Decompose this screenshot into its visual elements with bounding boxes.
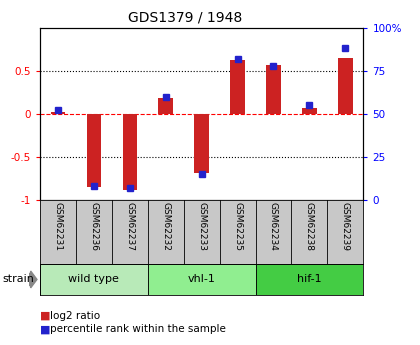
Text: GSM62236: GSM62236 (89, 202, 98, 251)
Bar (123, 114, 137, 190)
Text: ■: ■ (40, 311, 50, 321)
Bar (158, 98, 173, 114)
Bar (338, 58, 352, 114)
Text: GSM62235: GSM62235 (233, 202, 242, 251)
Bar (87, 114, 101, 187)
Text: hif-1: hif-1 (297, 275, 322, 284)
Text: GDS1379 / 1948: GDS1379 / 1948 (128, 10, 243, 24)
Bar (230, 60, 245, 114)
Text: GSM62232: GSM62232 (161, 202, 170, 251)
Bar (51, 112, 65, 114)
Bar (255, 264, 363, 295)
Text: GSM62234: GSM62234 (269, 202, 278, 251)
Text: GSM62238: GSM62238 (305, 202, 314, 251)
Text: vhl-1: vhl-1 (188, 275, 215, 284)
Text: GSM62233: GSM62233 (197, 202, 206, 251)
Text: GSM62237: GSM62237 (125, 202, 134, 251)
Text: ■: ■ (40, 325, 50, 334)
Bar (148, 264, 255, 295)
Text: log2 ratio: log2 ratio (50, 311, 100, 321)
Bar (302, 108, 317, 114)
Text: wild type: wild type (68, 275, 119, 284)
Text: GSM62239: GSM62239 (341, 202, 350, 251)
Text: strain: strain (2, 275, 34, 284)
Bar (40, 264, 148, 295)
Text: GSM62231: GSM62231 (53, 202, 62, 251)
Bar (194, 114, 209, 172)
Bar (266, 65, 281, 114)
FancyArrow shape (29, 271, 37, 288)
Text: percentile rank within the sample: percentile rank within the sample (50, 325, 226, 334)
